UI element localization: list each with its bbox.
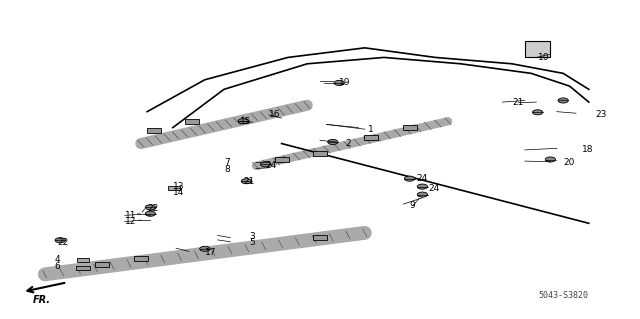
Text: 22: 22 [58,238,69,247]
Circle shape [417,192,428,197]
Polygon shape [147,129,161,133]
Text: 23: 23 [595,110,607,119]
Polygon shape [168,186,180,190]
Text: 24: 24 [266,161,277,170]
Text: 11: 11 [125,211,136,220]
Text: 24: 24 [416,174,428,183]
Text: 3: 3 [250,232,255,241]
Text: 17: 17 [205,248,216,256]
Polygon shape [76,265,90,271]
Polygon shape [525,41,550,57]
Polygon shape [313,151,327,155]
Circle shape [328,139,338,145]
Text: 7: 7 [224,158,230,167]
Polygon shape [185,119,199,123]
Text: 9: 9 [410,201,415,210]
Text: 14: 14 [173,189,184,197]
Text: 13: 13 [173,182,184,191]
Circle shape [200,246,210,251]
Circle shape [334,80,344,85]
Text: 20: 20 [563,158,575,167]
Text: 19: 19 [339,78,351,87]
Polygon shape [77,258,89,262]
Text: 16: 16 [269,110,280,119]
Circle shape [260,162,271,167]
Circle shape [55,238,65,243]
Text: 15: 15 [240,117,252,126]
Circle shape [558,98,568,103]
Circle shape [417,184,428,189]
Polygon shape [403,125,417,130]
Polygon shape [275,157,289,162]
Circle shape [404,176,415,181]
Text: 18: 18 [582,145,594,154]
Text: 21: 21 [512,98,524,107]
Circle shape [241,179,252,184]
Circle shape [145,211,156,216]
Polygon shape [95,262,109,267]
Circle shape [545,157,556,162]
Text: FR.: FR. [33,295,51,305]
Text: 6: 6 [54,262,60,271]
Text: 10: 10 [538,53,549,62]
Text: 4: 4 [54,256,60,264]
Text: 24: 24 [429,184,440,193]
Polygon shape [134,256,148,261]
Polygon shape [313,235,327,240]
Text: 21: 21 [243,177,255,186]
Text: 8: 8 [224,165,230,174]
Circle shape [532,110,543,115]
Text: 12: 12 [125,217,136,226]
Text: 5: 5 [250,238,255,247]
Text: 22: 22 [147,204,159,213]
Text: 5043-S3820: 5043-S3820 [538,291,588,300]
Circle shape [238,119,248,124]
Text: 2: 2 [346,139,351,148]
Polygon shape [364,135,378,140]
Text: 1: 1 [368,125,374,134]
Circle shape [145,205,156,210]
